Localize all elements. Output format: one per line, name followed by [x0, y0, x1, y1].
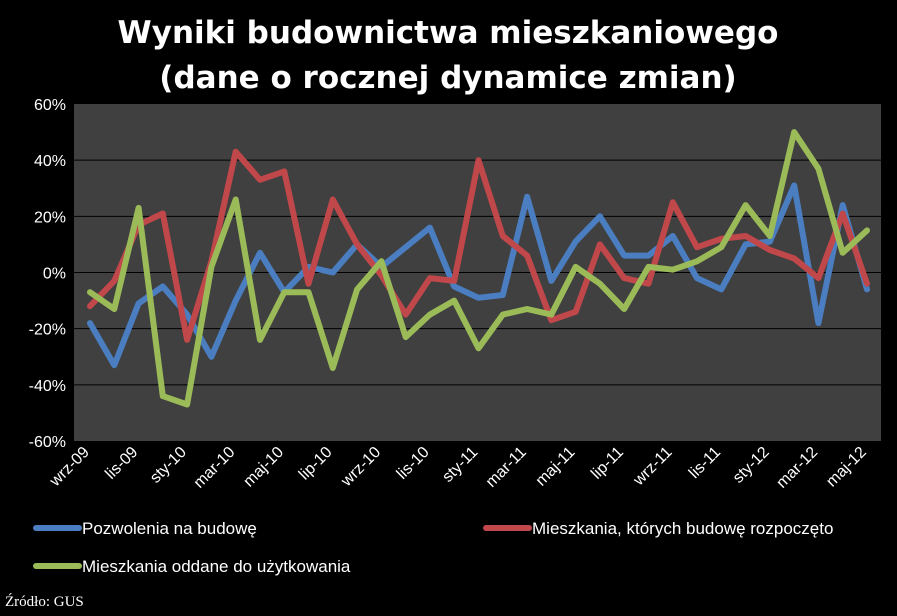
series-line-1 [87, 182, 870, 369]
source-note: Źródło: GUS [5, 593, 84, 610]
x-axis: wrz-09 lis-09 sty-10 mar-10 maj-10 lip-10 wrz-… [46, 444, 870, 492]
y-tick-label: 20% [34, 209, 66, 226]
x-tick-label: mar-12 [773, 444, 821, 492]
legend-label-rozpoczete: Mieszkania, których budowę rozpoczęto [532, 519, 833, 538]
series-line-2 [87, 148, 870, 343]
legend-label-pozwolenia: Pozwolenia na budowę [82, 519, 257, 538]
x-tick-label: wrz-11 [630, 444, 676, 490]
x-tick-label: mar-11 [483, 444, 530, 491]
x-tick-label: mar-10 [191, 444, 239, 492]
chart-title-line-2: (dane o rocznej dynamice zmian) [159, 60, 736, 96]
x-tick-label: sty-12 [730, 444, 773, 487]
x-tick-label: maj-11 [533, 444, 579, 490]
x-tick-label: sty-10 [147, 444, 190, 487]
chart-title-line-1: Wyniki budownictwa mieszkaniowego [118, 15, 779, 51]
y-tick-label: -20% [29, 322, 66, 339]
legend: Pozwolenia na budowę Mieszkania, których… [33, 519, 833, 576]
x-tick-label: lip-10 [296, 444, 336, 484]
x-tick-label: maj-10 [240, 444, 287, 491]
y-tick-label: -60% [29, 434, 66, 451]
x-tick-label: lip-11 [588, 444, 627, 483]
x-tick-label: lis-10 [394, 444, 433, 483]
x-tick-label: lis-09 [102, 444, 141, 483]
y-tick-label: 40% [34, 153, 66, 170]
y-tick-label: -40% [29, 378, 66, 395]
y-tick-label: 60% [34, 97, 66, 114]
x-tick-label: wrz-10 [338, 444, 385, 491]
legend-label-oddane: Mieszkania oddane do użytkowania [82, 557, 351, 576]
x-tick-label: maj-12 [823, 444, 870, 491]
x-tick-label: lis-11 [686, 444, 724, 482]
series-line-3 [87, 129, 870, 408]
y-tick-label: 0% [43, 266, 66, 283]
y-axis: -60% -40% -20% 0% 20% 40% 60% [29, 97, 66, 451]
series-lines [87, 129, 870, 408]
x-tick-label: sty-11 [439, 444, 481, 486]
